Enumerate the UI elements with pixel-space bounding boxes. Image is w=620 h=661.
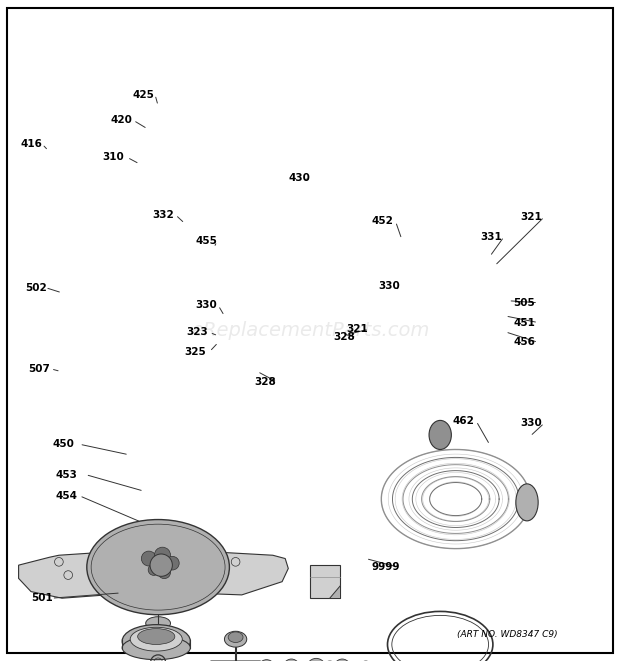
Text: 454: 454 (56, 490, 78, 501)
Text: 462: 462 (453, 416, 474, 426)
Text: 505: 505 (513, 297, 535, 308)
Text: 328: 328 (254, 377, 276, 387)
Text: 502: 502 (25, 282, 46, 293)
Text: 416: 416 (20, 139, 42, 149)
Text: 330: 330 (195, 300, 217, 311)
Ellipse shape (429, 420, 451, 449)
Text: 330: 330 (378, 280, 400, 291)
Text: 323: 323 (186, 327, 208, 338)
Text: 332: 332 (152, 210, 174, 220)
Ellipse shape (122, 625, 190, 658)
Text: 331: 331 (480, 231, 502, 242)
Circle shape (166, 557, 179, 570)
Text: 321: 321 (521, 212, 542, 222)
Ellipse shape (224, 631, 247, 647)
Text: 507: 507 (28, 364, 50, 374)
Text: 325: 325 (185, 346, 206, 357)
Text: 451: 451 (513, 317, 535, 328)
Polygon shape (329, 585, 340, 598)
Ellipse shape (516, 484, 538, 521)
Text: 501: 501 (31, 593, 53, 603)
Text: 455: 455 (195, 236, 217, 247)
Circle shape (141, 551, 156, 566)
Ellipse shape (87, 520, 229, 615)
Ellipse shape (280, 659, 303, 661)
Text: 310: 310 (102, 152, 124, 163)
Circle shape (148, 564, 159, 575)
Circle shape (154, 547, 170, 563)
Ellipse shape (228, 632, 243, 642)
Ellipse shape (130, 627, 182, 651)
Polygon shape (310, 565, 340, 598)
Text: 450: 450 (53, 439, 74, 449)
Text: 425: 425 (132, 89, 154, 100)
Ellipse shape (255, 660, 278, 661)
Ellipse shape (146, 617, 170, 630)
Circle shape (158, 566, 170, 578)
Text: 456: 456 (513, 337, 535, 348)
Text: 9999: 9999 (372, 562, 401, 572)
Ellipse shape (122, 636, 190, 660)
Text: 453: 453 (56, 469, 78, 480)
Text: 321: 321 (346, 324, 368, 334)
Text: (ART NO. WD8347 C9): (ART NO. WD8347 C9) (458, 630, 558, 639)
Text: 430: 430 (288, 173, 310, 184)
Text: 420: 420 (110, 115, 132, 126)
Ellipse shape (331, 659, 353, 661)
Text: eReplacementParts.com: eReplacementParts.com (191, 321, 429, 340)
Circle shape (150, 554, 172, 576)
Text: 330: 330 (521, 418, 542, 428)
Text: 328: 328 (334, 332, 355, 342)
Ellipse shape (304, 658, 329, 661)
Text: 452: 452 (372, 216, 394, 227)
Ellipse shape (138, 629, 175, 644)
Polygon shape (19, 549, 288, 598)
